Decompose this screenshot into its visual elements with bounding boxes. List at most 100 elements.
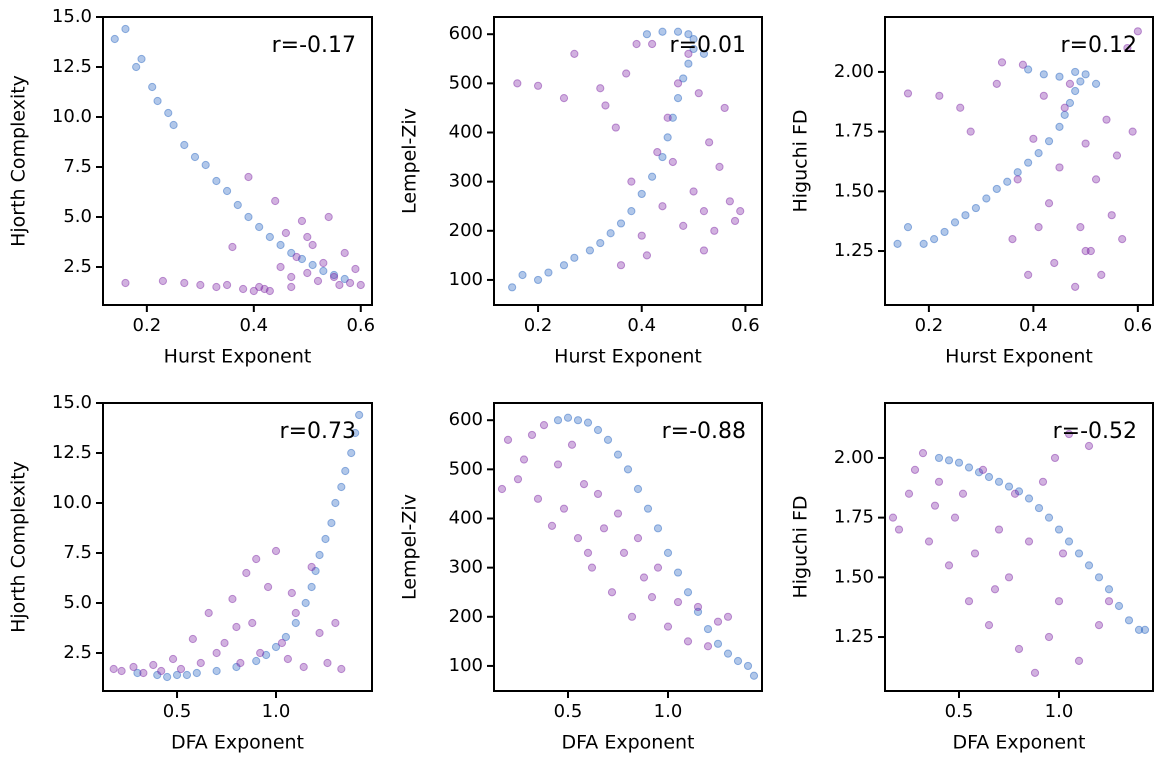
scatter-point <box>1034 223 1043 232</box>
scatter-point <box>730 216 740 226</box>
x-tick-label: 0.4 <box>239 315 268 336</box>
scatter-point <box>351 264 360 274</box>
annotation: r=0.01 <box>670 33 746 58</box>
scatter-point <box>956 103 965 112</box>
scatter-point <box>585 246 594 255</box>
y-tick-label: 1.25 <box>834 626 874 647</box>
scatter-point <box>308 240 317 250</box>
y-axis-label: Higuchi FD <box>790 495 812 598</box>
y-tick-label: 400 <box>449 507 483 528</box>
y-tick-label: 300 <box>449 171 483 192</box>
scatter-point <box>260 284 269 294</box>
scatter-point <box>527 430 537 440</box>
scatter-point <box>663 622 673 631</box>
scatter-point <box>736 207 745 216</box>
scatter-point <box>1081 246 1090 256</box>
scatter-point <box>244 172 253 182</box>
scatter-point <box>893 239 902 248</box>
scatter-point <box>222 186 232 196</box>
scatter-point <box>653 148 662 157</box>
scatter-point <box>713 617 723 626</box>
scatter-point <box>970 549 980 558</box>
x-tick-label: 0.4 <box>1019 315 1048 336</box>
scatter-point <box>607 588 617 597</box>
scatter-point <box>547 521 557 530</box>
x-tick-label: 1.0 <box>1045 701 1074 722</box>
x-tick-label: 0.5 <box>945 701 974 722</box>
scatter-point <box>182 670 192 680</box>
scatter-point <box>559 504 569 513</box>
scatter-point <box>1054 597 1064 606</box>
scatter-point <box>982 194 991 203</box>
annotation: r=-0.88 <box>662 419 746 444</box>
scatter-point <box>1065 79 1075 88</box>
scatter-point <box>153 670 162 680</box>
scatter-point <box>1128 127 1137 136</box>
scatter-point <box>570 49 579 58</box>
scatter-point <box>303 232 312 242</box>
scatter-point <box>961 211 970 220</box>
y-tick-label: 300 <box>449 557 483 578</box>
scatter-point <box>663 133 672 142</box>
scatter-point <box>903 89 913 98</box>
y-axis-label: Lempel-Ziv <box>399 108 421 214</box>
scatter-point <box>252 656 261 666</box>
scatter-point <box>579 479 589 489</box>
scatter-point <box>188 634 197 644</box>
y-tick-label: 7.5 <box>63 542 92 563</box>
y-tick-label: 5.0 <box>63 592 92 613</box>
scatter-point <box>997 58 1007 67</box>
x-axis-label: Hurst Exponent <box>164 346 312 368</box>
scatter-point <box>287 248 296 258</box>
x-axis-label: DFA Exponent <box>171 732 304 754</box>
scatter-point <box>599 524 609 533</box>
scatter-point <box>699 49 709 58</box>
scatter-point <box>196 280 205 290</box>
scatter-point <box>720 103 729 113</box>
scatter-point <box>1060 103 1069 112</box>
scatter-point <box>611 123 620 132</box>
scatter-point <box>653 563 663 572</box>
scatter-point <box>222 280 232 290</box>
axes-frame <box>884 402 1154 692</box>
scatter-point <box>583 548 593 557</box>
scatter-point <box>673 568 683 577</box>
scatter-point <box>1076 223 1085 232</box>
scatter-point <box>340 274 349 284</box>
scatter-point <box>1024 537 1034 546</box>
scatter-point <box>1112 151 1122 160</box>
scatter-point <box>1044 513 1054 522</box>
y-tick-label: 600 <box>449 409 483 430</box>
scatter-point <box>596 238 605 248</box>
scatter-point <box>315 628 324 638</box>
scatter-point <box>133 668 142 678</box>
scatter-point <box>335 280 344 290</box>
scatter-point <box>252 554 261 564</box>
scatter-point <box>1024 158 1033 167</box>
scatter-point <box>158 276 167 286</box>
scatter-point <box>658 152 667 162</box>
scatter-point <box>292 252 301 262</box>
x-tick-label: 1.0 <box>262 701 291 722</box>
axes-frame <box>884 16 1154 306</box>
scatter-point <box>503 435 513 444</box>
scatter-point <box>242 568 251 578</box>
scatter-point <box>297 216 307 226</box>
scatter-point <box>132 62 141 72</box>
scatter-point <box>940 227 949 237</box>
scatter-point <box>679 221 688 230</box>
scatter-point <box>196 658 205 668</box>
scatter-point <box>157 666 166 676</box>
scatter-point <box>723 649 733 658</box>
scatter-point <box>559 261 569 270</box>
scatter-point <box>232 622 241 632</box>
scatter-point <box>1091 175 1101 184</box>
scatter-point <box>1044 199 1054 208</box>
y-tick-label: 500 <box>449 458 483 479</box>
scatter-point <box>950 218 960 227</box>
scatter-point <box>1055 163 1064 172</box>
scatter-point <box>236 658 245 668</box>
scatter-point <box>944 561 954 570</box>
scatter-point <box>287 588 296 598</box>
scatter-point <box>622 69 631 78</box>
